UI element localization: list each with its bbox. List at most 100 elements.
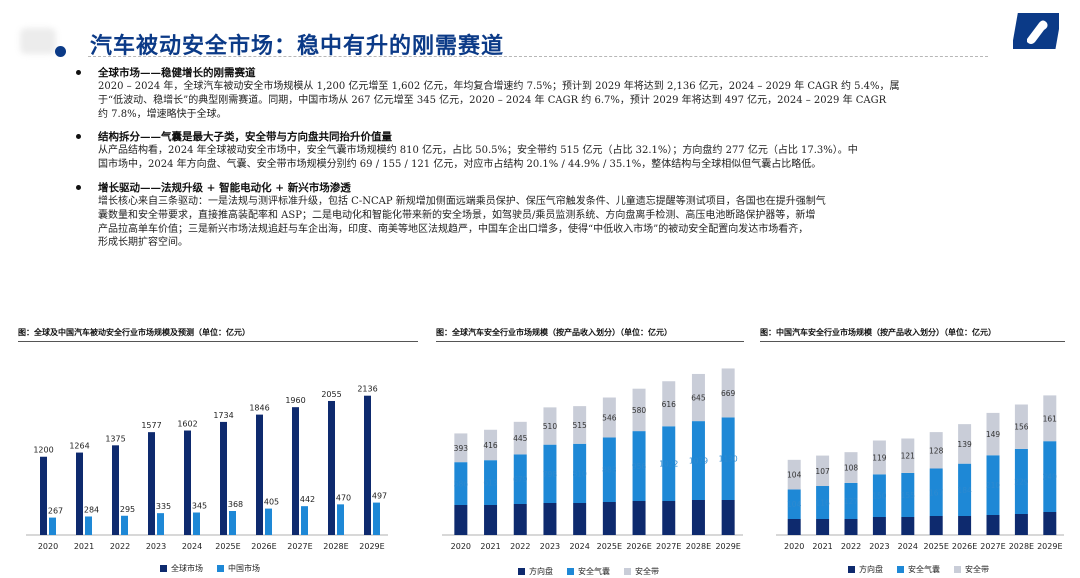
bullet-list: 全球市场——稳健增长的刚需赛道 2020 – 2024 年，全球汽车被动安全市场… xyxy=(74,66,1014,259)
bar-segment-seatbelt xyxy=(816,455,830,487)
data-label-china: 470 xyxy=(336,493,351,502)
bar-segment-steering xyxy=(573,503,587,535)
x-tick-label: 2020 xyxy=(784,542,804,551)
x-tick-label: 2028E xyxy=(686,542,711,551)
bar-segment-airbag xyxy=(986,455,1000,515)
bar-segment-airbag xyxy=(1014,448,1028,514)
bar-segment-seatbelt xyxy=(662,381,676,427)
bar-segment-steering xyxy=(662,501,676,535)
bullet-line: 从产品结构看，2024 年全球被动安全市场中，安全气囊市场规模约 810 亿元，… xyxy=(98,145,858,157)
data-label-china: 442 xyxy=(300,495,315,504)
segment-label-seatbelt: 645 xyxy=(691,394,706,403)
segment-label-airbag: 810 xyxy=(572,469,587,478)
segment-label-airbag: 613 xyxy=(483,479,498,488)
bullet-growth-drivers: 增长驱动——法规升级 + 智能电动化 + 新兴市场渗透 增长核心来自三条驱动：一… xyxy=(74,181,1014,250)
legend-swatch xyxy=(954,566,961,573)
x-tick-label: 2028E xyxy=(1009,542,1034,551)
bar-global xyxy=(220,421,227,535)
bar-segment-steering xyxy=(1043,512,1057,535)
bar-segment-steering xyxy=(901,517,915,535)
bar-segment-airbag xyxy=(901,472,915,517)
legend-swatch xyxy=(567,568,574,575)
legend-label: 全球市场 xyxy=(171,564,203,573)
segment-label-seatbelt: 108 xyxy=(844,464,859,473)
bar-segment-seatbelt xyxy=(872,440,886,475)
bar-segment-seatbelt xyxy=(573,406,587,444)
legend-label: 安全气囊 xyxy=(908,565,940,574)
legend-label: 方向盘 xyxy=(859,565,883,574)
bar-china xyxy=(121,515,128,535)
segment-label-airbag: 586 xyxy=(454,480,469,489)
bar-segment-seatbelt xyxy=(484,429,498,461)
legend-label: 安全带 xyxy=(635,567,659,576)
segment-label-airbag: 798 xyxy=(543,470,558,479)
chart1-caption-rule xyxy=(18,341,418,342)
bullet-heading: 增长驱动——法规升级 + 智能电动化 + 新兴市场渗透 xyxy=(98,181,351,194)
data-label-global: 1264 xyxy=(69,442,89,451)
bar-china xyxy=(85,516,92,535)
bar-segment-seatbelt xyxy=(454,433,468,463)
bar-segment-seatbelt xyxy=(543,407,557,445)
segment-label-airbag: 150 xyxy=(872,492,887,501)
bar-global xyxy=(292,407,299,535)
x-tick-label: 2024 xyxy=(182,542,202,551)
bar-segment-airbag xyxy=(662,426,676,501)
chart1-legend: 全球市场 中国市场 xyxy=(160,563,260,574)
chart2-plot: 586 393 2020 613 416 2021 679 445 2022 798 510 2023… xyxy=(442,368,743,551)
x-tick-label: 2027E xyxy=(656,542,681,551)
segment-label-seatbelt: 139 xyxy=(957,440,972,449)
legend-swatch xyxy=(624,568,631,575)
legend-item-china: 中国市场 xyxy=(217,563,260,574)
segment-label-airbag: 1022 xyxy=(659,460,678,469)
bar-segment-seatbelt xyxy=(1014,404,1028,449)
segment-label-airbag: 127 xyxy=(844,497,859,506)
bullet-line: 于“低波动、稳增长”的典型刚需赛道。同期，中国市场从 267 亿元增至 345 … xyxy=(98,94,887,106)
brand-logo-icon xyxy=(1013,13,1059,49)
bar-china xyxy=(229,511,236,535)
chart1-caption: 图：全球及中国汽车被动安全行业市场规模及预测（单位：亿元） xyxy=(18,327,250,337)
bar-global xyxy=(328,400,335,535)
x-tick-label: 2025E xyxy=(597,542,622,551)
segment-label-seatbelt: 121 xyxy=(901,452,916,461)
bar-segment-seatbelt xyxy=(632,388,646,432)
bar-segment-airbag xyxy=(602,437,616,502)
bullet-dot xyxy=(76,70,81,75)
bar-segment-steering xyxy=(691,500,705,535)
bar-global xyxy=(112,445,119,535)
x-tick-label: 2022 xyxy=(841,542,861,551)
segment-label-airbag: 229 xyxy=(1014,477,1029,486)
bar-segment-airbag xyxy=(787,489,801,519)
bar-segment-airbag xyxy=(691,421,705,500)
segment-label-seatbelt: 515 xyxy=(572,421,587,430)
bar-china xyxy=(49,517,56,535)
legend-swatch xyxy=(217,565,224,572)
x-tick-label: 2026E xyxy=(251,542,276,551)
bar-segment-steering xyxy=(602,502,616,535)
legend-item-steering: 方向盘 xyxy=(518,566,553,577)
data-label-china: 497 xyxy=(372,492,387,501)
chart2-legend: 方向盘 安全气囊 安全带 xyxy=(518,566,659,577)
legend-label: 中国市场 xyxy=(228,564,260,573)
legend-item-airbag: 安全气囊 xyxy=(897,564,940,575)
bullet-line: 2020 – 2024 年，全球汽车被动安全市场规模从 1,200 亿元增至 1… xyxy=(98,81,900,92)
title-bullet-dot xyxy=(55,46,66,57)
bar-china xyxy=(157,513,164,535)
data-label-china: 368 xyxy=(228,500,243,509)
data-label-global: 1734 xyxy=(213,411,233,420)
legend-item-global: 全球市场 xyxy=(160,563,203,574)
segment-label-seatbelt: 161 xyxy=(1043,414,1058,423)
bar-segment-airbag xyxy=(958,463,972,516)
legend-item-airbag: 安全气囊 xyxy=(567,566,610,577)
bar-global xyxy=(256,414,263,535)
legend-swatch xyxy=(848,566,855,573)
bar-segment-steering xyxy=(721,500,735,535)
x-tick-label: 2029E xyxy=(715,542,740,551)
x-tick-label: 2023 xyxy=(540,542,560,551)
bar-segment-steering xyxy=(929,516,943,535)
bar-segment-steering xyxy=(986,515,1000,535)
segment-label-airbag: 104 xyxy=(787,500,802,509)
segment-label-airbag: 184 xyxy=(957,486,972,495)
segment-label-seatbelt: 445 xyxy=(513,434,528,443)
data-label-global: 1577 xyxy=(141,421,161,430)
bar-segment-airbag xyxy=(484,460,498,505)
